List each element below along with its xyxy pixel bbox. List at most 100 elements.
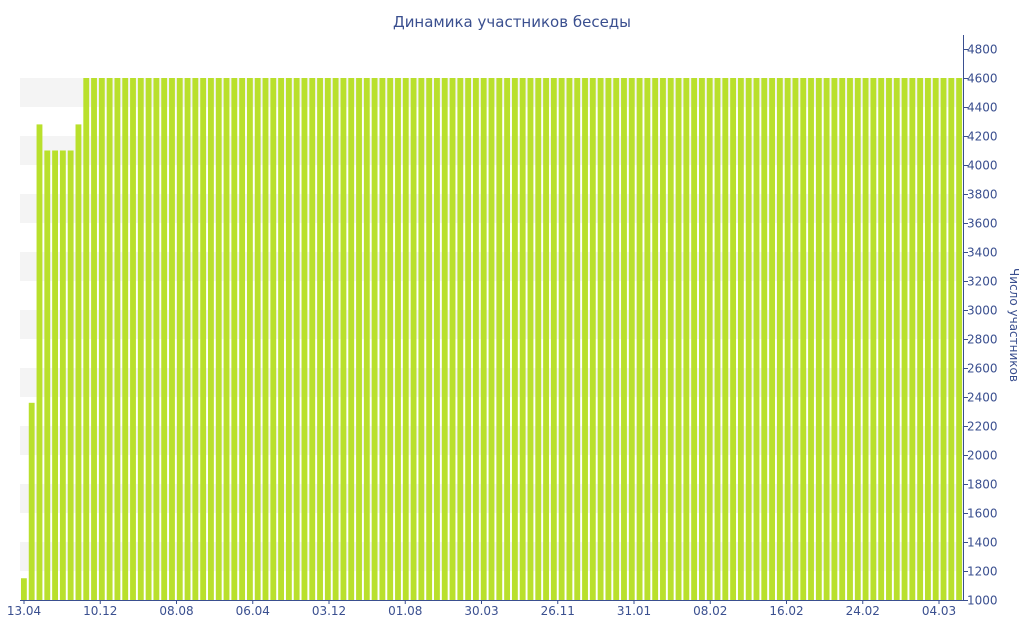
bar — [870, 78, 877, 600]
y-tick-label: 1000 — [967, 594, 998, 608]
bar — [940, 78, 947, 600]
bar — [36, 124, 43, 601]
y-tick-label: 3800 — [967, 188, 998, 202]
bar — [231, 78, 238, 600]
bar — [706, 78, 713, 600]
bar — [776, 78, 783, 600]
bar — [270, 78, 277, 600]
y-tick-label: 3000 — [967, 304, 998, 318]
bar — [847, 78, 853, 600]
bar — [434, 78, 440, 600]
bar — [488, 78, 495, 600]
bar — [395, 78, 401, 600]
y-tick-label: 2400 — [967, 391, 998, 405]
bar — [363, 78, 370, 600]
bar — [566, 78, 573, 600]
x-tick-label: 01.08 — [388, 604, 422, 618]
bar — [652, 78, 659, 600]
bar — [769, 78, 775, 600]
bar — [948, 78, 955, 600]
bar — [605, 78, 612, 600]
bar — [925, 78, 931, 600]
bar — [901, 78, 908, 600]
bar — [122, 78, 129, 600]
y-tick-label: 4400 — [967, 101, 998, 115]
bar — [496, 78, 503, 600]
bar — [956, 78, 963, 600]
bar — [504, 78, 511, 600]
bar — [379, 78, 386, 600]
bar — [356, 78, 362, 600]
y-tick-label: 3600 — [967, 217, 998, 231]
bar — [753, 78, 760, 600]
bar — [854, 78, 861, 600]
bar — [410, 78, 417, 600]
bar — [558, 78, 565, 600]
bar — [698, 78, 705, 600]
bar — [262, 78, 269, 600]
bar — [130, 78, 136, 600]
bar — [886, 78, 892, 600]
y-tick-label: 4800 — [967, 43, 998, 57]
y-tick-label: 4000 — [967, 159, 998, 173]
bar — [550, 78, 557, 600]
bar — [223, 78, 230, 600]
bar — [589, 78, 596, 600]
bar — [184, 78, 191, 600]
bar — [91, 78, 97, 600]
bar — [714, 78, 721, 600]
bar — [114, 78, 121, 600]
x-tick-label: 03.12 — [312, 604, 346, 618]
bar — [449, 78, 456, 600]
bar — [67, 150, 74, 600]
x-tick-label: 16.02 — [769, 604, 803, 618]
y-tick-label: 1400 — [967, 536, 998, 550]
bar — [800, 78, 807, 600]
x-tick-label: 06.04 — [236, 604, 270, 618]
bar — [59, 150, 66, 600]
bar — [878, 78, 885, 600]
bar — [917, 78, 924, 600]
bar — [387, 78, 394, 600]
bar — [597, 78, 604, 600]
bar — [465, 78, 472, 600]
bar — [582, 78, 588, 600]
bar — [52, 150, 58, 600]
bar — [862, 78, 869, 600]
bar — [239, 78, 246, 600]
bar — [332, 78, 339, 600]
x-tick-label: 24.02 — [846, 604, 880, 618]
bar — [574, 78, 581, 600]
bar — [418, 78, 425, 600]
y-tick-label: 2000 — [967, 449, 998, 463]
chart-title: Динамика участников беседы — [392, 13, 632, 31]
bar — [145, 78, 152, 600]
bar — [893, 78, 900, 600]
bar — [215, 78, 222, 600]
bar — [737, 78, 744, 600]
bar — [28, 402, 35, 600]
bar — [324, 78, 331, 600]
bar — [660, 78, 666, 600]
bar — [192, 78, 199, 600]
bar — [137, 78, 144, 600]
bar — [200, 78, 207, 600]
bar — [613, 78, 620, 600]
bar — [519, 78, 526, 600]
bar — [169, 78, 175, 600]
bar — [628, 78, 635, 600]
y-tick-label: 4200 — [967, 130, 998, 144]
bar — [683, 78, 690, 600]
bar — [909, 78, 916, 600]
x-tick-label: 13.04 — [7, 604, 41, 618]
bar — [83, 78, 90, 600]
bar — [317, 78, 323, 600]
bar — [543, 78, 549, 600]
bar — [285, 78, 292, 600]
bar — [208, 78, 214, 600]
bar — [792, 78, 799, 600]
x-tick-label: 31.01 — [617, 604, 651, 618]
y-tick-label: 1200 — [967, 565, 998, 579]
bar — [348, 78, 355, 600]
